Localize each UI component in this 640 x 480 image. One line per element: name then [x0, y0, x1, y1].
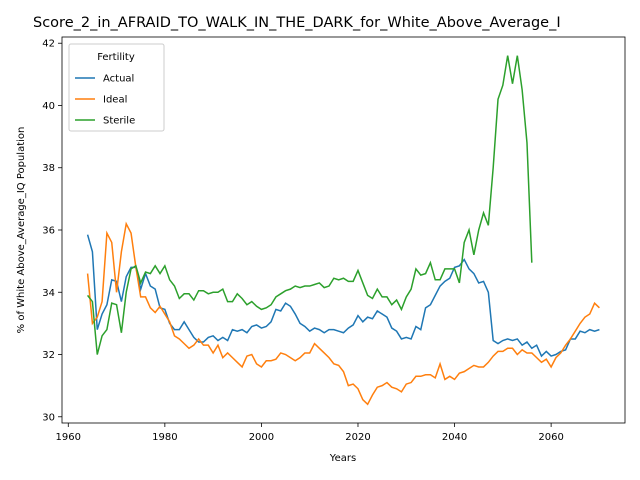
x-tick-label: 2000	[249, 432, 274, 443]
series-line	[86, 234, 600, 358]
y-tick-label: 38	[42, 163, 55, 174]
y-tick-label: 40	[42, 101, 55, 112]
y-tick-label: 42	[42, 39, 55, 50]
y-tick-label: 32	[42, 350, 55, 361]
series-line	[86, 55, 533, 355]
chart-title: Score_2_in_AFRAID_TO_WALK_IN_THE_DARK_fo…	[33, 15, 561, 31]
x-tick-label: 1980	[152, 432, 177, 443]
legend-box	[68, 43, 165, 132]
y-axis-label: % of White Above_Average_IQ Population	[16, 127, 27, 334]
x-tick-label: 2060	[538, 432, 563, 443]
series-line	[86, 221, 600, 406]
y-tick-label: 36	[42, 226, 55, 237]
y-tick-label: 34	[42, 288, 55, 299]
x-tick-label: 2040	[442, 432, 467, 443]
x-tick-label: 1960	[56, 432, 81, 443]
legend: Fertility Actual Ideal Sterile	[68, 43, 165, 132]
legend-label: Ideal	[103, 95, 127, 106]
legend-label: Actual	[103, 74, 134, 85]
y-tick-label: 30	[42, 412, 55, 423]
plot-frame	[61, 36, 626, 424]
legend-label: Sterile	[103, 116, 135, 127]
legend-title: Fertility	[97, 52, 135, 63]
x-axis-label: Years	[329, 453, 356, 464]
x-tick-label: 2020	[345, 432, 370, 443]
